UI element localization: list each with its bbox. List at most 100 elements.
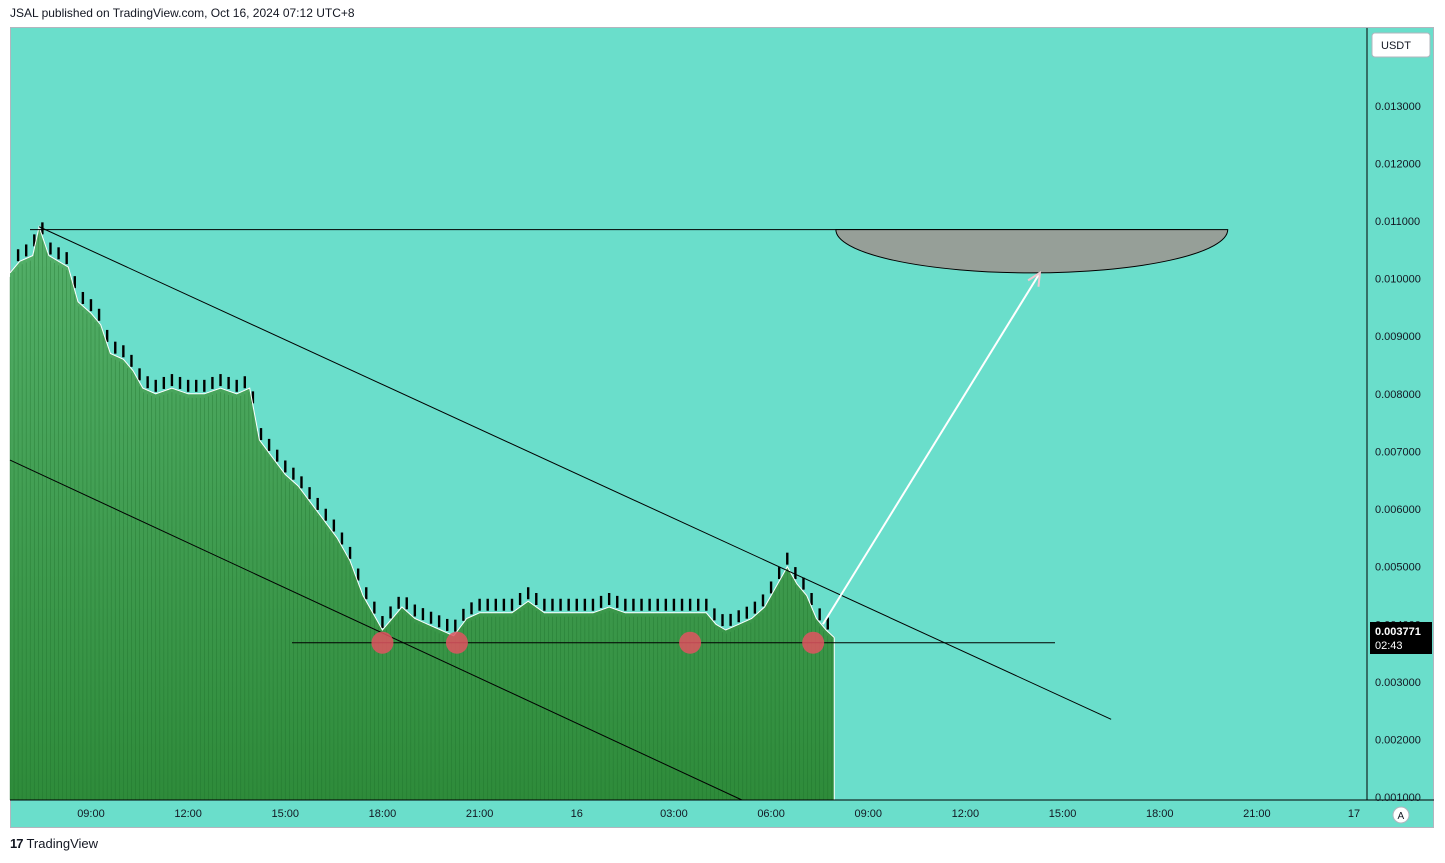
candle-body bbox=[526, 587, 530, 600]
candle-body bbox=[697, 598, 700, 611]
candle-body bbox=[203, 379, 206, 392]
candle-body bbox=[794, 567, 797, 580]
candle-body bbox=[219, 374, 222, 387]
price-tick-label: 0.008000 bbox=[1375, 389, 1421, 401]
time-tick-label: 16 bbox=[571, 808, 583, 820]
candle-layer bbox=[9, 222, 835, 800]
support-touch-marker bbox=[371, 631, 394, 654]
candle-body bbox=[348, 546, 352, 559]
price-tick-label: 0.002000 bbox=[1375, 735, 1421, 747]
candle-body bbox=[664, 598, 668, 611]
price-tick-label: 0.011000 bbox=[1375, 216, 1420, 228]
time-tick-label: 21:00 bbox=[1243, 808, 1271, 820]
time-tick-label: 12:00 bbox=[952, 808, 980, 820]
candle-body bbox=[624, 598, 627, 611]
time-tick-label: 18:00 bbox=[369, 808, 397, 820]
candle-body bbox=[437, 615, 441, 628]
candle-body bbox=[648, 598, 651, 611]
candle-body bbox=[551, 598, 554, 611]
last-price-value: 0.003771 bbox=[1375, 626, 1421, 638]
time-tick-label: 21:00 bbox=[466, 808, 494, 820]
support-touch-marker bbox=[679, 631, 702, 654]
time-tick-label: 17 bbox=[1348, 808, 1360, 820]
candle-body bbox=[777, 567, 781, 580]
price-line bbox=[9, 224, 835, 638]
candle-body bbox=[154, 379, 157, 392]
candle-body bbox=[745, 606, 748, 619]
candle-body bbox=[73, 276, 76, 289]
candle-body bbox=[284, 460, 287, 473]
lower-trend-line[interactable] bbox=[9, 459, 743, 801]
candle-body bbox=[688, 598, 692, 611]
candle-body bbox=[162, 376, 166, 389]
candle-body bbox=[446, 618, 449, 631]
candle-body bbox=[405, 597, 408, 610]
candle-body bbox=[308, 487, 311, 500]
marker-layer bbox=[371, 631, 825, 654]
candle-body bbox=[567, 598, 570, 611]
footer: 17 TradingView bbox=[10, 836, 98, 851]
time-tick-label: 15:00 bbox=[272, 808, 300, 820]
candle-body bbox=[49, 242, 52, 255]
auto-scale-label: A bbox=[1398, 811, 1405, 822]
candle-body bbox=[753, 601, 757, 614]
target-arc[interactable] bbox=[835, 229, 1229, 274]
candle-body bbox=[89, 299, 93, 312]
candle-body bbox=[510, 598, 514, 611]
downtrend-line[interactable] bbox=[38, 226, 1112, 720]
price-area-fill bbox=[10, 226, 835, 801]
brand-name: TradingView bbox=[26, 836, 99, 851]
price-area-layer bbox=[10, 226, 835, 801]
currency-button[interactable]: USDT bbox=[1371, 32, 1431, 58]
candle-body bbox=[640, 598, 643, 611]
time-tick-label: 18:00 bbox=[1146, 808, 1174, 820]
candle-body bbox=[365, 587, 368, 600]
auto-scale-button[interactable]: A bbox=[1392, 806, 1410, 824]
price-tick-label: 0.012000 bbox=[1375, 158, 1421, 170]
candle-body bbox=[810, 593, 813, 605]
candle-body bbox=[413, 604, 417, 617]
candle-body bbox=[373, 601, 376, 614]
candle-body bbox=[114, 341, 117, 354]
candle-body bbox=[616, 595, 619, 608]
price-tick-label: 0.010000 bbox=[1375, 274, 1421, 286]
candle-body bbox=[462, 608, 465, 621]
candle-body bbox=[211, 376, 214, 389]
candle-body bbox=[33, 234, 36, 247]
price-tick-label: 0.001000 bbox=[1375, 792, 1421, 804]
price-tick-label: 0.013000 bbox=[1375, 101, 1421, 113]
candle-body bbox=[138, 368, 141, 381]
price-tick-label: 0.007000 bbox=[1375, 446, 1421, 458]
projection-arrow[interactable] bbox=[822, 272, 1041, 625]
candle-body bbox=[761, 594, 765, 607]
time-tick-label: 12:00 bbox=[174, 808, 202, 820]
price-tick-label: 0.006000 bbox=[1375, 504, 1421, 516]
candle-body bbox=[24, 244, 28, 257]
candle-body bbox=[769, 581, 773, 594]
candle-body bbox=[591, 598, 595, 611]
candle-body bbox=[713, 608, 716, 621]
candle-body bbox=[332, 519, 336, 532]
time-tick-label: 09:00 bbox=[854, 808, 882, 820]
price-axis: 0.013000 0.012000 0.011000 0.010000 0.009000… bbox=[1375, 101, 1421, 804]
time-axis: 09:00 12:00 15:00 18:00 21:00 16 03:00 06:00 09:… bbox=[77, 808, 1360, 820]
trendline-layer bbox=[9, 226, 1229, 801]
candle-body bbox=[705, 598, 708, 611]
candle-body bbox=[826, 617, 829, 630]
candle-body bbox=[122, 345, 125, 358]
candle-body bbox=[494, 598, 497, 611]
candle-body bbox=[607, 593, 611, 605]
candle-body bbox=[235, 379, 238, 392]
candle-body bbox=[267, 438, 271, 451]
time-tick-label: 06:00 bbox=[757, 808, 785, 820]
candle-body bbox=[786, 552, 789, 565]
price-tick-label: 0.005000 bbox=[1375, 562, 1421, 574]
candle-body bbox=[575, 598, 578, 611]
candle-body bbox=[65, 252, 68, 265]
candle-body bbox=[502, 598, 506, 611]
publish-header: JSAL published on TradingView.com, Oct 1… bbox=[10, 6, 355, 20]
candle-body bbox=[195, 379, 198, 392]
candle-body bbox=[454, 619, 457, 632]
candle-body bbox=[381, 616, 384, 629]
